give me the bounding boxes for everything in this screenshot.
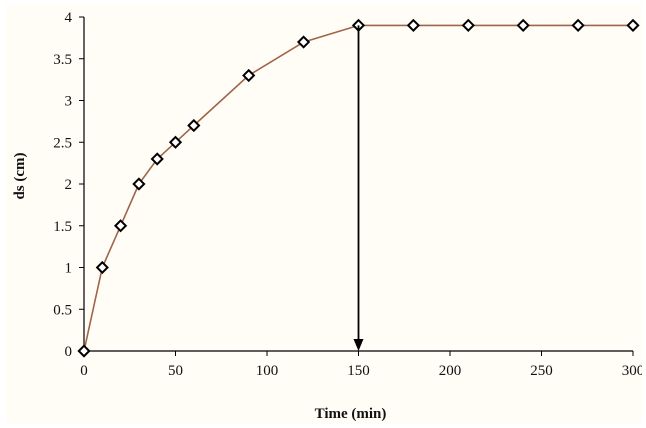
x-axis-title: Time (min)	[315, 406, 387, 422]
x-tick-label: 100	[256, 363, 279, 379]
data-point-marker	[242, 68, 256, 83]
line-chart: 0 50 100 150 200 250 300 0 0.5 1 1.5 2 2.5 3 3.5 4 Time…	[12, 10, 642, 422]
data-point-marker	[77, 344, 91, 358]
y-axis-title: ds (cm)	[12, 152, 28, 199]
x-tick-label: 150	[347, 363, 370, 379]
y-tick-label: 1	[65, 261, 73, 277]
data-point-marker	[296, 35, 311, 49]
y-tick-label: 1.5	[53, 219, 72, 235]
data-point-marker	[461, 18, 475, 32]
data-point-marker	[187, 118, 201, 133]
y-tick-label: 0.5	[53, 302, 72, 318]
x-tick-label: 250	[530, 363, 553, 379]
data-point-marker	[95, 260, 109, 275]
data-point-marker	[113, 219, 128, 233]
annotations	[353, 25, 364, 351]
data-point-marker	[150, 152, 164, 166]
y-tick-label: 0	[65, 344, 73, 360]
data-point-marker	[168, 135, 183, 149]
data-point-marker	[626, 18, 640, 32]
data-point-marker	[406, 18, 421, 32]
y-tick-label: 3.5	[53, 52, 72, 68]
arrow-head	[353, 339, 364, 351]
y-tick-label: 2.5	[53, 135, 72, 151]
ticks: 0 50 100 150 200 250 300 0 0.5 1 1.5 2 2.5 3 3.5 4	[53, 10, 642, 379]
y-tick-label: 2	[65, 177, 73, 193]
x-tick-label: 50	[168, 363, 183, 379]
data-point-marker	[516, 18, 530, 32]
x-tick-label: 0	[80, 363, 88, 379]
data-point-marker	[132, 177, 146, 191]
y-tick-label: 4	[65, 10, 73, 26]
chart-frame: 0 50 100 150 200 250 300 0 0.5 1 1.5 2 2.5 3 3.5 4 Time…	[6, 4, 642, 424]
x-tick-label: 200	[439, 363, 462, 379]
data-point-marker	[571, 18, 585, 32]
y-tick-label: 3	[65, 94, 73, 110]
x-tick-label: 300	[622, 363, 642, 379]
